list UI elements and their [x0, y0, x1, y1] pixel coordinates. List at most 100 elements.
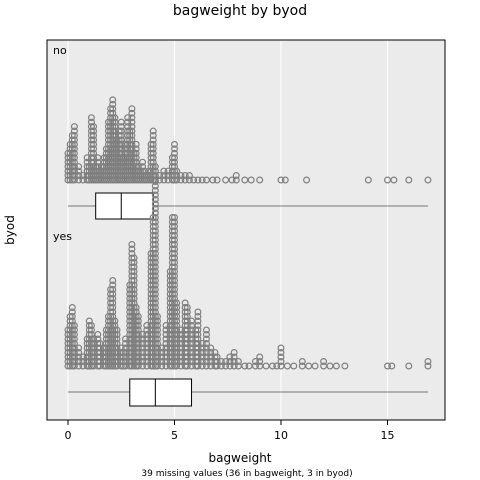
data-point: [109, 308, 117, 316]
data-point: [149, 127, 157, 135]
data-point: [173, 326, 181, 334]
data-point: [70, 149, 78, 157]
data-point: [130, 254, 138, 262]
data-point: [70, 335, 78, 343]
data-point: [90, 145, 98, 153]
data-point: [75, 172, 83, 180]
data-point: [277, 344, 285, 352]
data-point: [268, 362, 276, 370]
data-point: [198, 344, 206, 352]
data-point: [113, 331, 121, 339]
data-point: [128, 127, 136, 135]
data-point: [171, 286, 179, 294]
data-point: [151, 268, 159, 276]
data-point: [70, 158, 78, 166]
data-point: [130, 286, 138, 294]
data-point: [194, 353, 202, 361]
data-point: [198, 358, 206, 366]
data-point: [151, 196, 159, 204]
data-point: [183, 340, 191, 348]
x-axis: 0 5 10 15: [65, 420, 395, 442]
data-point: [202, 362, 210, 370]
data-point: [171, 290, 179, 298]
data-point: [171, 232, 179, 240]
data-point: [128, 118, 136, 126]
data-point: [232, 172, 240, 180]
data-point: [171, 263, 179, 271]
data-point: [173, 358, 181, 366]
data-point: [134, 362, 142, 370]
data-point: [151, 187, 159, 195]
data-point: [68, 313, 76, 321]
data-point: [153, 344, 161, 352]
data-point: [183, 353, 191, 361]
data-point: [153, 335, 161, 343]
data-point: [181, 172, 189, 180]
x-axis-title: bagweight: [208, 451, 271, 465]
data-point: [202, 331, 210, 339]
data-point: [202, 344, 210, 352]
data-point: [183, 313, 191, 321]
data-point: [277, 358, 285, 366]
data-point: [194, 335, 202, 343]
data-point: [194, 331, 202, 339]
data-point: [139, 331, 147, 339]
data-point: [151, 290, 159, 298]
data-point: [151, 304, 159, 312]
data-point: [256, 358, 264, 366]
data-point: [173, 172, 181, 180]
data-point: [111, 114, 119, 122]
data-point: [185, 176, 193, 184]
data-point: [173, 176, 181, 184]
data-point: [109, 299, 117, 307]
data-point: [70, 140, 78, 148]
data-point: [273, 362, 281, 370]
data-point: [171, 272, 179, 280]
data-point: [70, 132, 78, 140]
data-point: [247, 176, 255, 184]
data-point: [70, 340, 78, 348]
data-point: [217, 362, 225, 370]
data-point: [251, 362, 259, 370]
data-point: [222, 358, 230, 366]
data-point: [70, 145, 78, 153]
data-point: [194, 362, 202, 370]
data-point: [171, 145, 179, 153]
data-point: [70, 349, 78, 357]
data-point: [153, 331, 161, 339]
data-point: [171, 268, 179, 276]
data-point: [75, 362, 83, 370]
data-point: [134, 353, 142, 361]
data-point: [160, 172, 168, 180]
data-point: [277, 353, 285, 361]
data-point: [156, 176, 164, 184]
data-point: [194, 349, 202, 357]
data-point: [75, 349, 83, 357]
data-point: [90, 140, 98, 148]
data-point: [68, 304, 76, 312]
data-point: [153, 358, 161, 366]
data-point: [90, 132, 98, 140]
data-point: [177, 172, 185, 180]
data-point: [130, 277, 138, 285]
data-point: [183, 362, 191, 370]
box-iqr: [129, 378, 193, 407]
data-point: [158, 344, 166, 352]
data-point: [290, 362, 298, 370]
data-point: [132, 145, 140, 153]
group-label: no: [53, 44, 67, 57]
data-point: [171, 158, 179, 166]
data-point: [70, 353, 78, 361]
data-point: [151, 241, 159, 249]
data-point: [151, 286, 159, 294]
data-point: [128, 105, 136, 113]
data-point: [277, 349, 285, 357]
data-point: [109, 96, 117, 104]
data-point: [132, 149, 140, 157]
data-point: [151, 299, 159, 307]
data-point: [151, 205, 159, 213]
data-point: [213, 362, 221, 370]
data-point: [230, 362, 238, 370]
data-point: [151, 218, 159, 226]
